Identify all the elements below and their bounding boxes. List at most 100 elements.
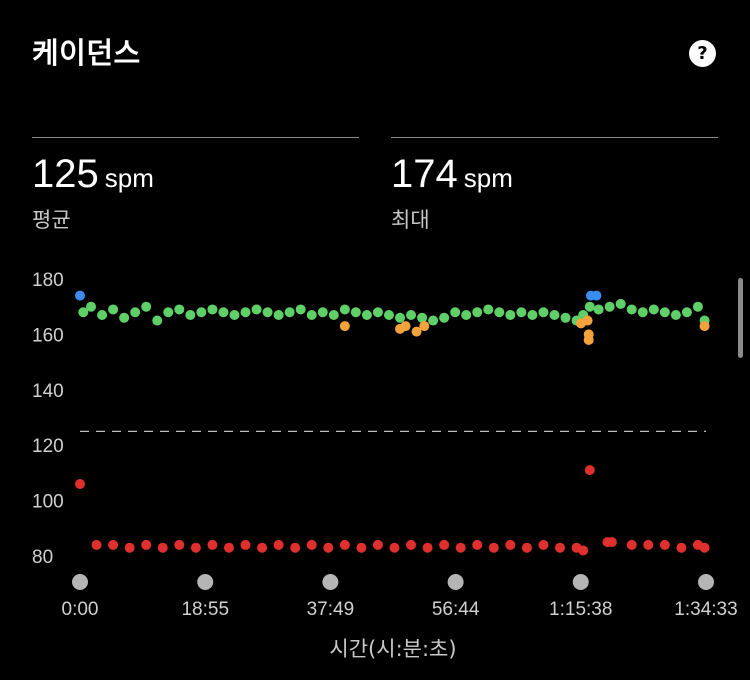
data-point: [251, 304, 262, 315]
data-point: [157, 542, 168, 553]
data-point: [207, 304, 218, 315]
y-tick-label: 180: [32, 270, 64, 291]
stat-max-unit: spm: [463, 163, 513, 193]
y-tick-label: 140: [32, 381, 64, 402]
data-point: [406, 539, 417, 550]
data-point: [488, 542, 499, 553]
data-point: [411, 326, 422, 337]
data-point: [422, 542, 433, 553]
data-point: [323, 542, 334, 553]
stat-max-value: 174: [391, 152, 458, 196]
data-point: [450, 307, 461, 318]
scrollbar[interactable]: [738, 278, 743, 358]
data-point: [560, 312, 571, 323]
data-point: [637, 307, 648, 318]
data-point: [284, 307, 295, 318]
x-tick-marker: [197, 574, 214, 590]
x-tick-marker: [72, 574, 88, 590]
data-point: [648, 304, 659, 315]
data-point: [419, 321, 430, 332]
data-point: [196, 307, 207, 318]
data-point: [328, 310, 339, 321]
data-point: [207, 539, 218, 550]
data-point: [395, 312, 406, 323]
data-point: [130, 307, 141, 318]
data-point: [350, 307, 361, 318]
data-point: [372, 539, 383, 550]
data-point: [593, 304, 604, 315]
data-point: [306, 539, 317, 550]
data-point: [185, 310, 196, 321]
data-point: [339, 304, 350, 315]
question-icon[interactable]: ?: [689, 40, 716, 67]
stat-average: 125 spm 평균: [32, 137, 359, 232]
data-point: [455, 542, 466, 553]
data-point: [555, 542, 566, 553]
data-point: [356, 542, 367, 553]
data-point: [141, 301, 152, 312]
data-point: [295, 304, 306, 315]
page-title: 케이던스: [32, 36, 141, 70]
data-point: [538, 307, 549, 318]
x-tick-label: 1:15:38: [549, 599, 612, 620]
data-point: [75, 290, 85, 301]
data-point: [527, 310, 538, 321]
data-point: [699, 321, 710, 332]
data-point: [591, 290, 602, 301]
data-point: [505, 310, 516, 321]
data-point: [439, 539, 450, 550]
data-point: [97, 310, 108, 321]
data-point: [615, 298, 626, 309]
data-point: [163, 307, 174, 318]
data-point: [538, 539, 549, 550]
x-tick-marker: [572, 574, 589, 590]
data-point: [190, 542, 201, 553]
data-point: [428, 315, 439, 326]
data-point: [604, 301, 615, 312]
data-point: [505, 539, 516, 550]
data-point: [339, 539, 350, 550]
data-point: [472, 539, 483, 550]
data-point: [400, 321, 411, 332]
data-point: [240, 307, 251, 318]
data-point: [582, 315, 593, 326]
x-tick-label: 0:00: [62, 599, 99, 620]
stat-average-value: 125: [32, 152, 99, 196]
data-point: [626, 304, 637, 315]
data-point: [521, 542, 532, 553]
data-point: [108, 539, 119, 550]
data-point: [119, 312, 130, 323]
data-point: [670, 310, 681, 321]
y-tick-label: 160: [32, 325, 64, 346]
x-tick-label: 37:49: [307, 599, 355, 620]
data-point: [108, 304, 119, 315]
data-point: [339, 321, 350, 332]
x-tick-label: 56:44: [432, 599, 480, 620]
data-point: [583, 334, 594, 345]
data-point: [699, 542, 710, 553]
data-point: [659, 539, 670, 550]
data-point: [643, 539, 654, 550]
x-tick-marker: [322, 574, 339, 590]
data-point: [483, 304, 494, 315]
data-point: [75, 478, 85, 489]
data-point: [317, 307, 328, 318]
data-point: [676, 542, 687, 553]
data-point: [472, 307, 483, 318]
data-point: [659, 307, 670, 318]
data-point: [417, 312, 428, 323]
data-point: [273, 310, 284, 321]
y-tick-label: 80: [32, 547, 53, 568]
y-tick-label: 120: [32, 436, 64, 457]
y-tick-label: 100: [32, 492, 64, 513]
stat-average-unit: spm: [104, 163, 154, 193]
data-point: [584, 301, 595, 312]
data-point: [606, 537, 617, 548]
data-point: [174, 539, 185, 550]
stat-max-label: 최대: [391, 208, 430, 232]
data-point: [372, 307, 383, 318]
data-point: [290, 542, 301, 553]
data-point: [240, 539, 251, 550]
data-point: [578, 545, 589, 556]
data-point: [383, 310, 394, 321]
